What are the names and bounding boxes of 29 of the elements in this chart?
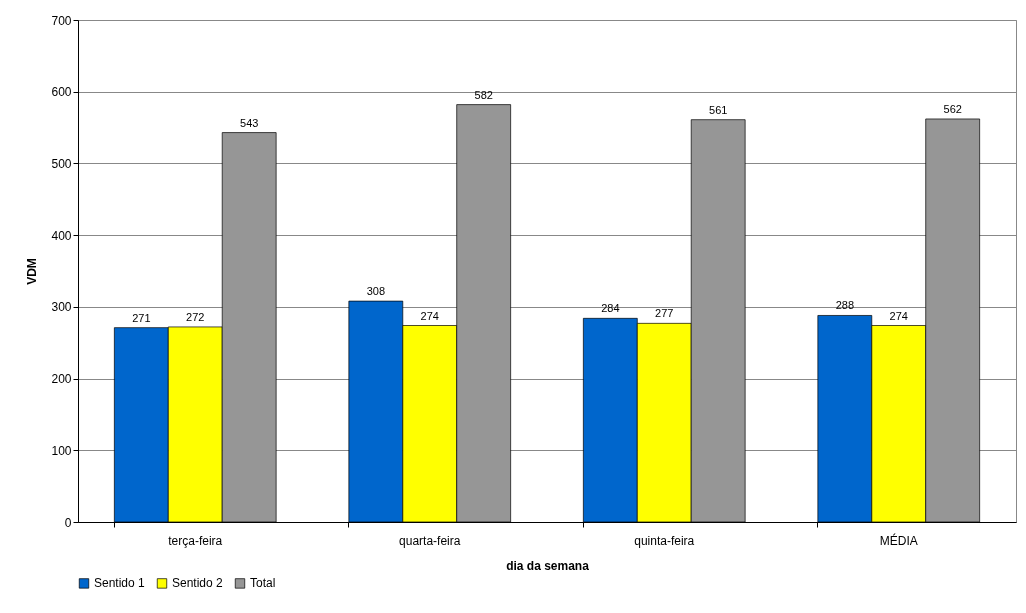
y-axis-title: VDM: [25, 258, 40, 285]
data-label: 284: [601, 302, 620, 315]
y-tick-label: 700: [51, 13, 72, 28]
y-tick-label: 0: [64, 515, 72, 530]
y-tick-label: 300: [51, 300, 72, 315]
data-label: 277: [655, 307, 674, 320]
data-label: 561: [709, 103, 728, 116]
y-tick-label: 200: [51, 372, 72, 387]
legend-label: Total: [250, 576, 276, 591]
x-axis-title: dia da semana: [506, 558, 590, 573]
y-tick-label: 400: [51, 228, 72, 243]
y-tick-label: 100: [51, 443, 72, 458]
legend-label: Sentido 2: [172, 576, 224, 591]
x-tick-label: quarta-feira: [399, 533, 461, 548]
y-tick-label: 600: [51, 85, 72, 100]
x-tick-label: MÉDIA: [879, 532, 918, 548]
data-label: 288: [835, 299, 854, 312]
x-tick-label: terça-feira: [168, 533, 223, 548]
data-label: 582: [474, 88, 493, 101]
legend-label: Sentido 1: [94, 576, 146, 591]
data-label: 272: [186, 310, 205, 323]
data-label: 274: [889, 309, 908, 322]
data-label: 308: [366, 285, 385, 298]
data-label: 543: [240, 116, 259, 129]
data-label: 274: [420, 309, 439, 322]
y-tick-label: 500: [51, 156, 72, 171]
x-tick-label: quinta-feira: [634, 533, 695, 548]
data-label: 562: [943, 102, 962, 115]
data-label: 271: [132, 311, 151, 324]
